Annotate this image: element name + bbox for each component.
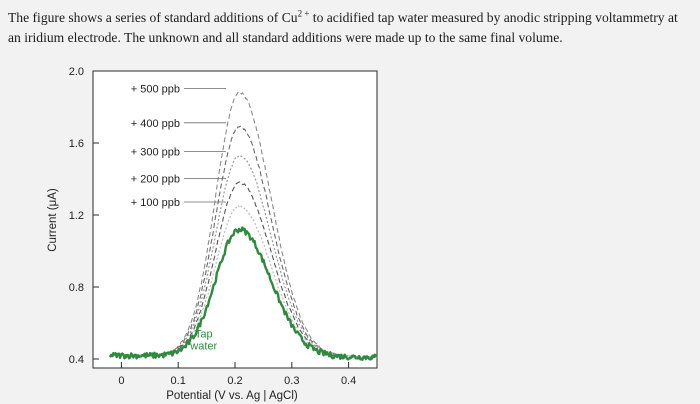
- addition-labels: + 500 ppb + 400 ppb + 300 ppb + 200 ppb + 10…: [131, 84, 226, 352]
- x-tick-label: 0.2: [227, 375, 242, 387]
- series-label: + 100 ppb: [131, 197, 180, 209]
- series-label: + 200 ppb: [131, 174, 180, 186]
- series-line-500-ppb: [109, 91, 378, 359]
- x-tick-label: 0.4: [341, 375, 356, 387]
- x-axis-label: Potential (V vs. Ag | AgCl): [166, 390, 298, 402]
- tap-water-label: water: [189, 340, 217, 352]
- series-curves: [108, 91, 378, 361]
- x-tick-label: 0: [118, 375, 124, 387]
- plot-frame: [92, 70, 378, 369]
- tap-water-label: Tap: [195, 328, 213, 340]
- x-tick-label: 0.1: [171, 375, 186, 387]
- problem-statement: The figure shows a series of standard ad…: [8, 8, 694, 48]
- series-line-tap-water: [108, 226, 378, 361]
- y-tick-label: 0.4: [69, 354, 84, 366]
- y-axis-label: Current (μA): [47, 188, 59, 252]
- series-label: + 400 ppb: [131, 118, 180, 130]
- y-tick-label: 0.8: [69, 282, 84, 294]
- y-tick-label: 2.0: [69, 66, 84, 78]
- axis-ticks: 0.4 0.8 1.2 1.6 2.0 0 0.1 0.2 0.3 0.4: [69, 66, 357, 387]
- x-tick-label: 0.3: [284, 375, 299, 387]
- intro-text-after: to acidified tap water measured by anodi…: [8, 10, 678, 45]
- y-tick-label: 1.2: [69, 210, 84, 222]
- intro-superscript: 2 +: [297, 8, 310, 19]
- series-label: + 500 ppb: [131, 84, 180, 96]
- y-tick-label: 1.6: [69, 138, 84, 150]
- series-label: + 300 ppb: [131, 147, 180, 159]
- intro-text-before: The figure shows a series of standard ad…: [8, 10, 298, 25]
